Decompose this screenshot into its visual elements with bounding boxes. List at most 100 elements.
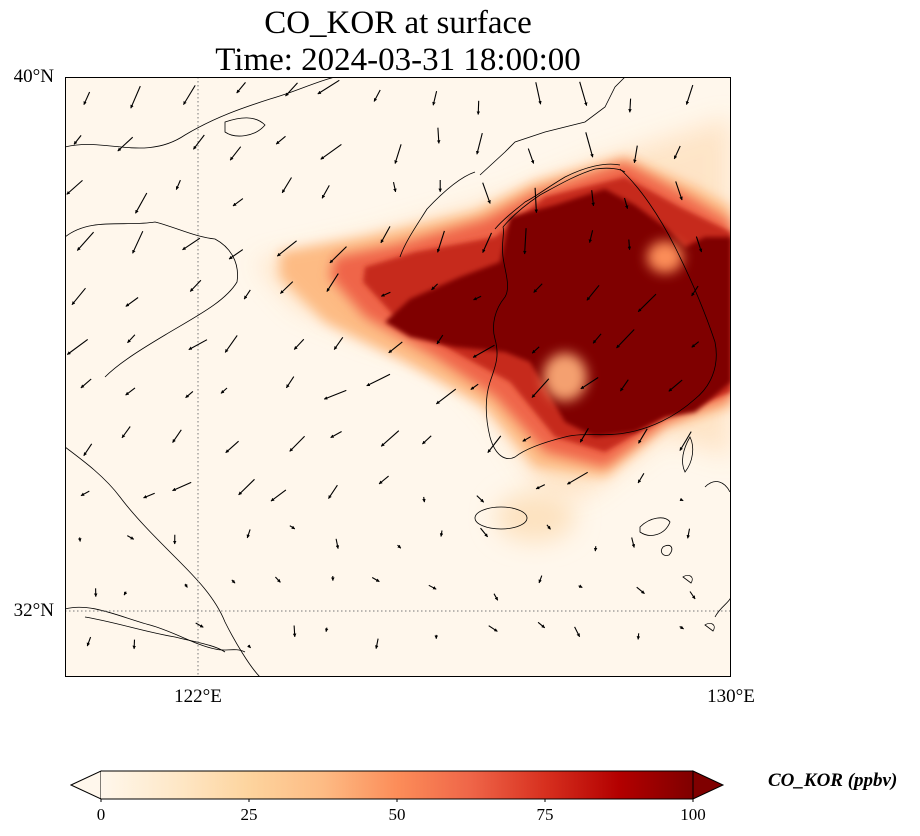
wind-arrow — [182, 237, 201, 251]
colorbar — [70, 770, 725, 802]
wind-arrow — [333, 336, 344, 350]
wind-arrow — [289, 435, 305, 452]
wind-arrow — [439, 530, 444, 537]
wind-arrow — [330, 431, 342, 439]
wind-arrow — [585, 132, 594, 158]
wind-arrow — [586, 284, 600, 301]
wind-arrow — [679, 625, 684, 630]
colorbar-tick-50: 50 — [388, 805, 406, 824]
wind-arrow — [275, 135, 286, 145]
wind-arrow — [80, 490, 90, 497]
wind-arrow — [293, 338, 305, 350]
wind-arrow — [366, 373, 391, 387]
wind-arrow — [679, 431, 692, 451]
wind-arrow — [127, 334, 136, 344]
lon-label-122: 122°E — [174, 686, 222, 707]
wind-arrow — [523, 228, 527, 255]
wind-arrow — [329, 246, 347, 264]
wind-arrow — [638, 428, 648, 444]
colorbar-tick-75: 75 — [536, 805, 554, 824]
wind-arrow — [673, 145, 681, 160]
wind-arrow — [488, 625, 498, 632]
wind-arrow — [591, 190, 595, 207]
wind-arrow — [220, 387, 228, 394]
wind-arrow — [121, 426, 131, 439]
wind-arrow — [422, 496, 426, 503]
wind-arrow — [476, 495, 485, 503]
wind-arrow — [535, 82, 542, 105]
wind-arrow — [480, 527, 489, 538]
wind-arrow — [323, 389, 347, 400]
wind-arrow — [619, 379, 629, 392]
wind-arrow — [627, 239, 632, 251]
wind-arrow — [472, 344, 495, 358]
wind-arrow — [522, 436, 531, 442]
lat-label-40: 40°N — [13, 66, 54, 87]
wind-arrow — [285, 376, 295, 389]
wind-arrow — [476, 100, 481, 115]
map-panel — [65, 77, 731, 677]
wind-arrow — [531, 346, 540, 354]
wind-arrow — [274, 576, 281, 583]
wind-arrow — [631, 537, 636, 548]
gridlines — [65, 77, 731, 677]
wind-arrow — [616, 329, 635, 349]
wind-arrow — [470, 383, 479, 390]
wind-arrow — [685, 84, 694, 105]
wind-arrow — [328, 484, 338, 499]
wind-arrow — [392, 181, 397, 193]
colorbar-title: CO_KOR (ppbv) — [768, 770, 898, 791]
coastlines — [65, 77, 731, 677]
wind-arrow — [579, 81, 588, 106]
wind-arrow — [482, 182, 491, 204]
wind-arrow — [80, 378, 92, 389]
wind-arrow — [123, 591, 128, 596]
wind-arrow — [320, 143, 342, 160]
wind-arrow — [73, 135, 82, 145]
wind-arrow — [546, 524, 551, 530]
wind-arrow — [588, 230, 594, 243]
wind-arrow — [238, 478, 255, 496]
wind-arrow — [493, 593, 499, 601]
lon-label-130: 130°E — [707, 686, 755, 707]
wind-arrow — [229, 146, 242, 161]
wind-arrow — [675, 181, 683, 201]
wind-arrow — [236, 82, 246, 94]
wind-arrow — [380, 226, 391, 244]
map-subtitle: Time: 2024-03-31 18:00:00 — [215, 42, 581, 78]
wind-arrow — [432, 90, 438, 106]
colorbar-tick-100: 100 — [680, 805, 706, 824]
colorbar-gradient — [101, 771, 693, 799]
wind-arrow — [436, 127, 441, 144]
wind-arrow — [394, 144, 402, 164]
wind-arrow — [76, 231, 95, 251]
wind-arrow — [135, 192, 148, 214]
wind-arrow — [132, 230, 144, 254]
colorbar-extend-max — [692, 770, 725, 800]
wind-arrow — [292, 625, 297, 638]
wind-arrow — [580, 377, 599, 390]
wind-arrow — [231, 579, 236, 584]
wind-arrow — [623, 197, 629, 210]
wind-arrow — [83, 91, 91, 106]
wind-arrow — [593, 546, 598, 552]
wind-arrow — [232, 198, 244, 207]
wind-arrow — [668, 379, 683, 392]
wind-arrow — [637, 473, 645, 484]
wind-arrow — [473, 295, 482, 301]
wind-arrow — [428, 584, 437, 590]
wind-arrow — [373, 89, 381, 102]
wind-arrow — [86, 636, 92, 647]
wind-arrow — [482, 232, 493, 253]
wind-arrow — [281, 177, 292, 194]
wind-arrow — [388, 341, 403, 354]
wind-arrow — [117, 136, 134, 152]
wind-arrow — [689, 591, 696, 600]
wind-arrow — [188, 339, 208, 351]
wind-arrow — [289, 525, 296, 530]
wind-arrow — [195, 622, 204, 628]
wind-vectors — [66, 79, 703, 650]
wind-arrow — [127, 535, 135, 540]
wind-arrow — [534, 187, 538, 214]
wind-arrow — [633, 145, 638, 164]
